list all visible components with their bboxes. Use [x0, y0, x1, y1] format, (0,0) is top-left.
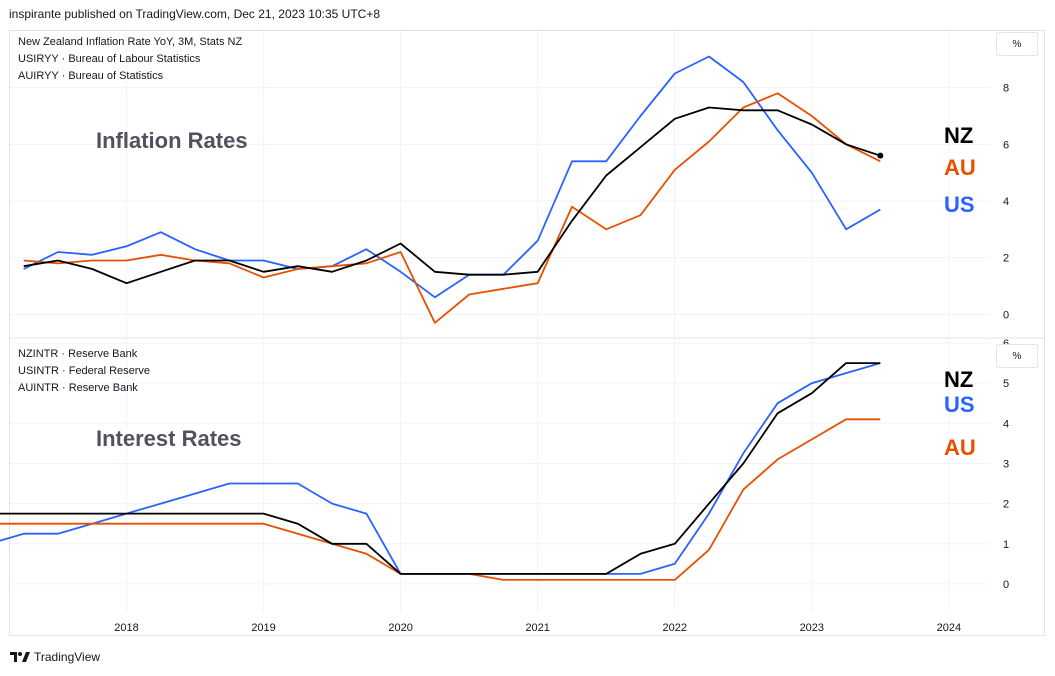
inflation-tag-au: AU [944, 155, 976, 180]
tradingview-logo-icon [10, 652, 30, 662]
x-tick-label: 2023 [800, 622, 824, 634]
y-tick-label: 6 [1003, 139, 1009, 151]
x-tick-label: 2018 [114, 622, 138, 634]
x-tick-label: 2021 [525, 622, 549, 634]
interest-title: Interest Rates [96, 426, 242, 451]
interest-tag-us: US [944, 392, 975, 417]
series-line-nz [23, 106, 881, 285]
x-tick-label: 2019 [251, 622, 275, 634]
legend-au-interest[interactable]: AUINTR · Reserve Bank [18, 382, 138, 394]
footer-brand[interactable]: TradingView [10, 650, 100, 664]
y-tick-label: 1 [1003, 539, 1009, 551]
y-tick-label: 5 [1003, 378, 1009, 390]
publish-info: inspirante published on TradingView.com,… [9, 7, 381, 21]
x-tick-label: 2020 [388, 622, 412, 634]
y-tick-label: 3 [1003, 458, 1009, 470]
x-tick-label: 2024 [937, 622, 961, 634]
y-tick-label: 0 [1003, 579, 1009, 591]
y-tick-label: 0 [1003, 309, 1009, 321]
interest-percent-button[interactable]: % [996, 344, 1038, 368]
legend-us-inflation[interactable]: USIRYY · Bureau of Labour Statistics [18, 53, 201, 65]
y-tick-label: 2 [1003, 253, 1009, 265]
footer-brand-label: TradingView [34, 650, 101, 664]
inflation-title: Inflation Rates [96, 128, 248, 153]
inflation-percent-button[interactable]: % [996, 32, 1038, 56]
series-line-au [23, 92, 881, 324]
inflation-tag-us: US [944, 192, 975, 217]
legend-us-interest[interactable]: USINTR · Federal Reserve [18, 365, 151, 377]
interest-tag-au: AU [944, 435, 976, 460]
inflation-legend: New Zealand Inflation Rate YoY, 3M, Stat… [18, 34, 242, 85]
inflation-tag-nz: NZ [944, 123, 974, 148]
y-tick-label: 4 [1003, 196, 1009, 208]
legend-nz-interest[interactable]: NZINTR · Reserve Bank [18, 348, 138, 360]
legend-au-inflation[interactable]: AUIRYY · Bureau of Statistics [18, 70, 164, 82]
interest-legend: NZINTR · Reserve Bank USINTR · Federal R… [18, 346, 150, 397]
x-tick-label: 2022 [663, 622, 687, 634]
chart-frame [9, 30, 1045, 636]
series-line-us [23, 55, 881, 299]
interest-tag-nz: NZ [944, 367, 974, 392]
series-line-nz [0, 362, 881, 575]
y-tick-label: 4 [1003, 418, 1009, 430]
y-tick-label: 8 [1003, 83, 1009, 95]
nz-last-point-marker [877, 152, 884, 159]
legend-nz-inflation[interactable]: New Zealand Inflation Rate YoY, 3M, Stat… [18, 36, 243, 48]
y-tick-label: 2 [1003, 499, 1009, 511]
